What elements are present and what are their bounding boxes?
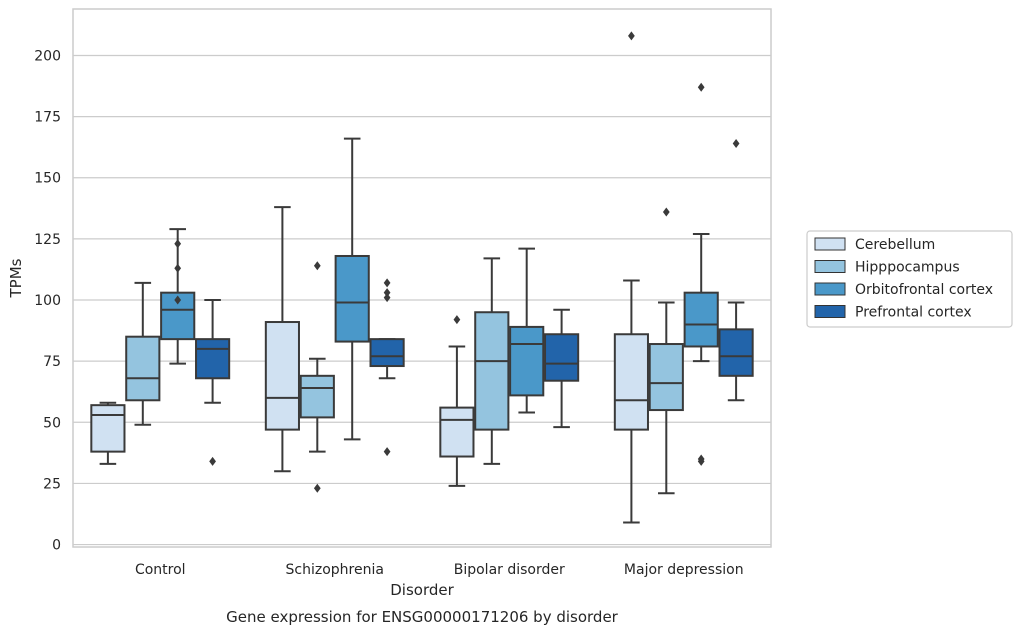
y-tick-label: 125 [34, 232, 61, 248]
outlier-point [383, 278, 391, 288]
box-iqr [125, 335, 161, 402]
x-tick-label: Schizophrenia [286, 562, 384, 578]
outlier-point [209, 456, 216, 466]
box-hipppocampus-major-depression [648, 207, 684, 495]
axes: 0 25 50 75 100 125 150 175 200 Control Schizophren… [34, 48, 743, 578]
legend-item: Orbitofrontal cortex [814, 282, 993, 298]
box-prefrontal-cortex-control [195, 299, 231, 466]
outlier-point [453, 315, 461, 325]
outlier-point [383, 293, 391, 303]
legend-item: Cerebellum [814, 237, 935, 253]
outlier-point [313, 483, 321, 493]
box-iqr [509, 325, 545, 397]
box-plots [90, 31, 754, 524]
y-tick-label: 175 [34, 110, 61, 126]
box-iqr [439, 406, 475, 458]
outlier-point [662, 207, 670, 217]
box-iqr [613, 333, 649, 431]
legend-swatch [814, 237, 846, 251]
y-tick-label: 150 [34, 171, 61, 187]
outlier-point [697, 82, 705, 92]
outlier-point [628, 31, 635, 41]
box-hipppocampus-schizophrenia [299, 261, 335, 493]
outlier-point [313, 261, 321, 271]
box-iqr [299, 374, 335, 419]
y-tick-label: 200 [34, 48, 61, 64]
box-prefrontal-cortex-schizophrenia [369, 278, 405, 457]
outlier-point [383, 447, 391, 457]
y-tick-label: 0 [52, 538, 61, 554]
y-tick-label: 100 [34, 293, 61, 309]
legend-swatch [814, 305, 846, 318]
box-iqr [648, 343, 684, 412]
box-iqr [264, 321, 300, 431]
box-prefrontal-cortex-major-depression [718, 139, 754, 402]
outlier-point [174, 239, 182, 249]
legend-item: Hipppocampus [814, 260, 960, 276]
legend-swatch [814, 282, 846, 296]
box-iqr [334, 254, 370, 343]
box-iqr [544, 333, 580, 382]
outlier-point [174, 295, 182, 305]
x-tick-label: Bipolar disorder [454, 562, 565, 578]
legend: Cerebellum Hipppocampus Orbitofrontal cort… [806, 230, 1013, 328]
y-axis-label: TPMs [7, 258, 25, 298]
box-iqr [718, 328, 754, 377]
legend-label: Hipppocampus [855, 260, 960, 276]
plot-border [72, 8, 772, 548]
box-orbitofrontal-cortex-schizophrenia [334, 137, 370, 441]
box-cerebellum-bipolar-disorder [439, 315, 475, 487]
legend-label: Prefrontal cortex [855, 305, 972, 321]
box-cerebellum-control [90, 401, 126, 465]
outlier-point [174, 263, 182, 273]
box-orbitofrontal-cortex-major-depression [683, 82, 719, 466]
y-tick-label: 75 [43, 354, 61, 370]
outlier-point [697, 454, 705, 464]
box-orbitofrontal-cortex-bipolar-disorder [509, 247, 545, 414]
box-cerebellum-schizophrenia [264, 206, 300, 473]
box-prefrontal-cortex-bipolar-disorder [544, 308, 580, 429]
box-iqr [683, 291, 719, 348]
legend-label: Orbitofrontal cortex [855, 282, 993, 298]
box-iqr [195, 338, 231, 380]
outlier-point [732, 139, 740, 148]
box-orbitofrontal-cortex-control [160, 228, 196, 365]
plot-frame [72, 8, 772, 548]
legend-label: Cerebellum [855, 237, 935, 253]
outlier-point [383, 288, 391, 298]
box-cerebellum-major-depression [613, 31, 649, 524]
y-tick-label: 25 [43, 476, 61, 492]
legend-frame [806, 230, 1013, 328]
x-tick-label: Major depression [624, 562, 744, 578]
x-axis-label: Disorder [390, 581, 454, 599]
chart-caption: Gene expression for ENSG00000171206 by d… [226, 608, 619, 626]
box-iqr [90, 404, 126, 453]
legend-item: Prefrontal cortex [814, 305, 972, 321]
box-hipppocampus-bipolar-disorder [474, 257, 510, 465]
box-hipppocampus-control [125, 281, 161, 426]
y-tick-label: 50 [43, 415, 61, 431]
legend-swatch [814, 260, 846, 273]
box-iqr [369, 338, 405, 368]
x-tick-label: Control [135, 562, 186, 578]
box-iqr [474, 311, 510, 431]
